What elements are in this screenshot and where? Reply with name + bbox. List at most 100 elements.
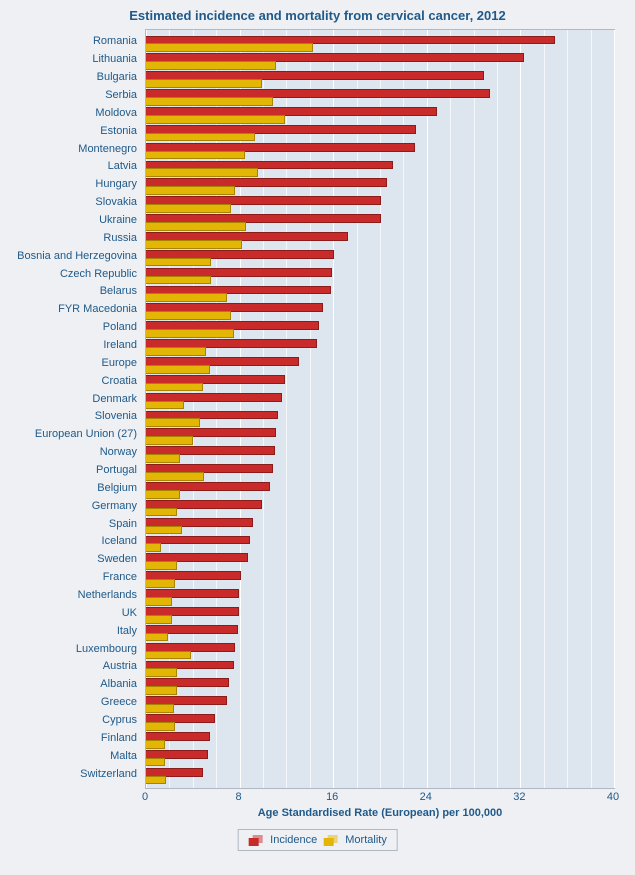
country-row: [146, 677, 614, 695]
y-axis-label: FYR Macedonia: [58, 303, 137, 315]
country-row: [146, 659, 614, 677]
y-axis-label: Bulgaria: [97, 71, 137, 83]
country-row: [146, 266, 614, 284]
country-row: [146, 552, 614, 570]
country-row: [146, 641, 614, 659]
x-axis: 0816243240 Age Standardised Rate (Europe…: [145, 789, 615, 829]
y-axis-labels: Romania Lithuania Bulgaria Serbia Moldova Est…: [0, 33, 140, 783]
x-tick-label: 40: [607, 791, 619, 803]
chart-title: Estimated incidence and mortality from c…: [0, 0, 635, 29]
bars-group: [146, 34, 614, 784]
y-axis-label: Ukraine: [99, 214, 137, 226]
country-row: [146, 230, 614, 248]
country-row: [146, 588, 614, 606]
country-row: [146, 177, 614, 195]
country-row: [146, 498, 614, 516]
y-axis-label: European Union (27): [35, 428, 137, 440]
country-row: [146, 445, 614, 463]
country-row: [146, 195, 614, 213]
y-axis-label: Switzerland: [80, 768, 137, 780]
plot-area: [145, 29, 615, 789]
y-axis-label: Austria: [103, 660, 137, 672]
country-row: [146, 391, 614, 409]
country-row: [146, 766, 614, 784]
country-row: [146, 480, 614, 498]
y-axis-label: Italy: [117, 625, 137, 637]
y-axis-label: Lithuania: [92, 53, 137, 65]
y-axis-label: Germany: [92, 500, 137, 512]
country-row: [146, 141, 614, 159]
bar-incidence: [146, 536, 250, 545]
country-row: [146, 248, 614, 266]
y-axis-label: Luxembourg: [76, 643, 137, 655]
country-row: [146, 123, 614, 141]
country-row: [146, 427, 614, 445]
y-axis-label: Serbia: [105, 89, 137, 101]
legend: Incidence Mortality: [237, 829, 398, 851]
y-axis-label: Netherlands: [78, 589, 137, 601]
country-row: [146, 748, 614, 766]
x-tick-label: 24: [420, 791, 432, 803]
legend-label-mortality: Mortality: [345, 834, 387, 846]
x-axis-title: Age Standardised Rate (European) per 100…: [145, 807, 615, 819]
x-tick-label: 16: [326, 791, 338, 803]
y-axis-label: Cyprus: [102, 714, 137, 726]
x-tick-label: 8: [236, 791, 242, 803]
country-row: [146, 516, 614, 534]
y-axis-label: Slovakia: [95, 196, 137, 208]
y-axis-label: Poland: [103, 321, 137, 333]
y-axis-label: Moldova: [95, 107, 137, 119]
y-axis-label: Finland: [101, 732, 137, 744]
y-axis-label: Slovenia: [95, 410, 137, 422]
x-tick-label: 0: [142, 791, 148, 803]
y-axis-label: UK: [122, 607, 137, 619]
y-axis-label: Romania: [93, 35, 137, 47]
country-row: [146, 284, 614, 302]
country-row: [146, 373, 614, 391]
y-axis-label: Bosnia and Herzegovina: [17, 250, 137, 262]
country-row: [146, 88, 614, 106]
chart-container: Estimated incidence and mortality from c…: [0, 0, 635, 875]
gridline: [614, 30, 615, 788]
y-axis-label: France: [103, 571, 137, 583]
country-row: [146, 338, 614, 356]
y-axis-label: Ireland: [103, 339, 137, 351]
country-row: [146, 713, 614, 731]
y-axis-label: Malta: [110, 750, 137, 762]
y-axis-label: Hungary: [95, 178, 137, 190]
country-row: [146, 570, 614, 588]
country-row: [146, 34, 614, 52]
y-axis-label: Czech Republic: [60, 268, 137, 280]
y-axis-label: Norway: [100, 446, 137, 458]
country-row: [146, 213, 614, 231]
y-axis-label: Russia: [103, 232, 137, 244]
legend-swatch-mortality: [323, 835, 337, 846]
y-axis-label: Latvia: [108, 160, 137, 172]
y-axis-label: Montenegro: [78, 143, 137, 155]
y-axis-label: Greece: [101, 696, 137, 708]
country-row: [146, 355, 614, 373]
country-row: [146, 463, 614, 481]
country-row: [146, 623, 614, 641]
country-row: [146, 730, 614, 748]
country-row: [146, 159, 614, 177]
y-axis-label: Estonia: [100, 125, 137, 137]
x-tick-label: 32: [513, 791, 525, 803]
country-row: [146, 409, 614, 427]
y-axis-label: Iceland: [102, 535, 137, 547]
y-axis-label: Croatia: [102, 375, 137, 387]
country-row: [146, 302, 614, 320]
country-row: [146, 605, 614, 623]
legend-label-incidence: Incidence: [270, 834, 317, 846]
y-axis-label: Spain: [109, 518, 137, 530]
y-axis-label: Europe: [102, 357, 137, 369]
country-row: [146, 70, 614, 88]
y-axis-label: Portugal: [96, 464, 137, 476]
y-axis-label: Albania: [100, 678, 137, 690]
y-axis-label: Belgium: [97, 482, 137, 494]
country-row: [146, 534, 614, 552]
y-axis-label: Denmark: [92, 393, 137, 405]
legend-swatch-incidence: [248, 835, 262, 846]
y-axis-label: Sweden: [97, 553, 137, 565]
country-row: [146, 52, 614, 70]
